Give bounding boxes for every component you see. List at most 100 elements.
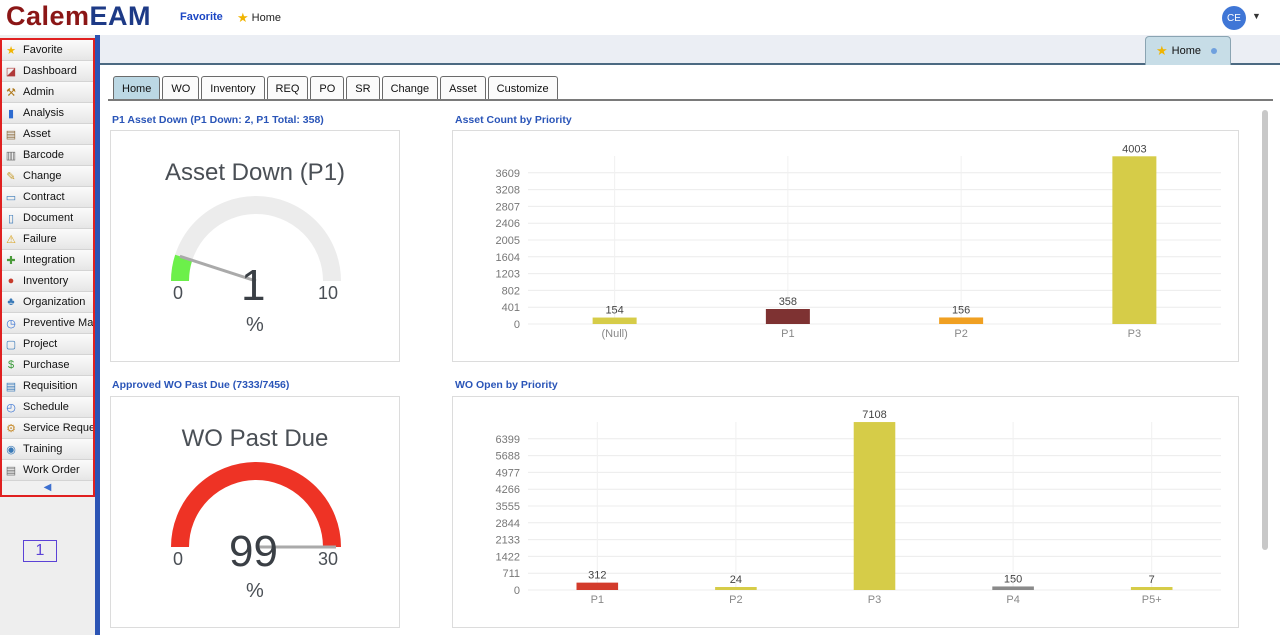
sidebar-item-asset[interactable]: ▤ Asset	[2, 124, 93, 145]
bar-null[interactable]	[592, 317, 637, 324]
wo-past-due-gauge	[171, 462, 341, 549]
data-label: 24	[730, 574, 742, 586]
sidebar-item-label: Preventive Main	[23, 317, 93, 329]
tab-po[interactable]: PO	[310, 76, 345, 100]
avatar[interactable]: CE	[1222, 6, 1246, 30]
sidebar-item-document[interactable]: ▯ Document	[2, 208, 93, 229]
scrollbar[interactable]	[1262, 110, 1268, 550]
gauge-title: Asset Down (P1)	[164, 159, 346, 186]
favorite-link[interactable]: Favorite	[180, 11, 223, 23]
sidebar-item-label: Analysis	[23, 107, 64, 119]
tab-req[interactable]: REQ	[266, 76, 309, 100]
tab-divider	[108, 99, 1273, 101]
warning-icon: ⚠	[6, 233, 16, 246]
tab-sr[interactable]: SR	[346, 76, 380, 100]
data-label: 358	[779, 296, 797, 308]
dashboard-tabs: Home WO Inventory REQ PO SR Change Asset Customi…	[113, 76, 558, 100]
chevron-down-icon[interactable]: ▼	[1252, 11, 1261, 21]
sidebar-item-analysis[interactable]: ▮ Analysis	[2, 103, 93, 124]
y-tick-label: 2005	[496, 235, 520, 247]
sidebar-item-label: Schedule	[23, 401, 69, 413]
sidebar-item-training[interactable]: ◉ Training	[2, 439, 93, 460]
sidebar-item-requisition[interactable]: ▤ Requisition	[2, 376, 93, 397]
collapse-sidebar-icon[interactable]: ◀	[43, 482, 52, 493]
tab-wo[interactable]: WO	[162, 76, 200, 100]
app-logo[interactable]: CalemEAM	[6, 1, 151, 32]
data-label: 7	[1149, 574, 1155, 586]
sidebar-menu: ★ Favorite ◪ Dashboard ⚒ Admin ▮ Analysis ▤ Asset…	[0, 38, 95, 497]
asset-down-gauge	[171, 196, 341, 283]
bar-p2[interactable]	[939, 317, 984, 324]
y-tick-label: 711	[502, 568, 520, 580]
sidebar-item-label: Barcode	[23, 149, 64, 161]
sidebar-item-contract[interactable]: ▭ Contract	[2, 187, 93, 208]
x-tick-label: P5+	[1142, 594, 1162, 606]
sidebar-item-change[interactable]: ✎ Change	[2, 166, 93, 187]
gauge-track	[171, 196, 341, 282]
data-label: 150	[1004, 573, 1022, 585]
bar-p2[interactable]	[715, 587, 757, 590]
sidebar-item-work-order[interactable]: ▤ Work Order	[2, 460, 93, 481]
tab-home-label: Home	[1171, 45, 1201, 57]
sidebar-item-label: Training	[23, 443, 63, 455]
gauge-max: 10	[318, 283, 339, 303]
sidebar-item-dashboard[interactable]: ◪ Dashboard	[2, 61, 93, 82]
gauge-value: 99	[229, 527, 278, 576]
sidebar-item-label: Contract	[23, 191, 65, 203]
sidebar-item-purchase[interactable]: $ Purchase	[2, 355, 93, 376]
organization-icon: ♣	[7, 296, 15, 308]
bar-p1[interactable]	[576, 582, 619, 590]
bar-p3[interactable]	[853, 422, 896, 590]
tab-customize[interactable]: Customize	[487, 76, 558, 100]
sidebar-item-label: Organization	[23, 296, 86, 308]
sidebar-item-admin[interactable]: ⚒ Admin	[2, 82, 93, 103]
tab-change[interactable]: Change	[381, 76, 439, 100]
star-icon: ★	[1156, 43, 1168, 58]
sidebar-divider[interactable]	[95, 35, 100, 635]
sidebar-item-failure[interactable]: ⚠ Failure	[2, 229, 93, 250]
bar-p5[interactable]	[1130, 587, 1173, 590]
sidebar-item-organization[interactable]: ♣ Organization	[2, 292, 93, 313]
tab-home[interactable]: Home	[113, 76, 161, 100]
y-tick-label: 2406	[496, 218, 520, 230]
y-tick-label: 401	[502, 302, 520, 314]
dollar-icon: $	[7, 359, 15, 371]
sidebar-item-preventive-main[interactable]: ◷ Preventive Main	[2, 313, 93, 334]
bar-p1[interactable]	[765, 309, 810, 324]
tab-asset[interactable]: Asset	[440, 76, 486, 100]
barcode-icon: ▥	[5, 149, 17, 162]
sidebar-item-schedule[interactable]: ◴ Schedule	[2, 397, 93, 418]
sidebar-item-label: Requisition	[23, 380, 78, 392]
tab-home[interactable]: ★ Home	[1145, 36, 1231, 65]
puzzle-icon: ✚	[6, 254, 16, 267]
gauge-title: WO Past Due	[181, 425, 329, 452]
sidebar-item-inventory[interactable]: ● Inventory	[2, 271, 93, 292]
bar-p3[interactable]	[1112, 156, 1157, 324]
y-tick-label: 4266	[496, 484, 520, 496]
logo-text-calem: Calem	[6, 1, 90, 31]
inventory-icon: ●	[7, 275, 15, 287]
gauge-max: 30	[318, 549, 339, 569]
sidebar-item-integration[interactable]: ✚ Integration	[2, 250, 93, 271]
bar-p4[interactable]	[992, 586, 1034, 590]
annotation-label: 1	[23, 540, 57, 562]
gauge-unit: %	[246, 314, 264, 336]
sidebar-item-label: Work Order	[23, 464, 80, 476]
sidebar-item-service-request[interactable]: ⚙ Service Request	[2, 418, 93, 439]
sidebar-item-barcode[interactable]: ▥ Barcode	[2, 145, 93, 166]
home-link[interactable]: ★ Home	[237, 10, 281, 26]
sidebar-item-label: Change	[23, 170, 62, 182]
data-label: 154	[605, 305, 623, 317]
tab-status-icon	[1211, 48, 1217, 54]
sidebar-item-label: Inventory	[23, 275, 69, 287]
y-tick-label: 3208	[496, 185, 520, 197]
sidebar-item-favorite[interactable]: ★ Favorite	[2, 40, 93, 61]
y-tick-label: 3609	[496, 168, 520, 180]
sidebar-item-project[interactable]: ▢ Project	[2, 334, 93, 355]
tab-inventory[interactable]: Inventory	[201, 76, 265, 100]
sidebar-item-label: Document	[23, 212, 74, 224]
y-tick-label: 802	[502, 285, 520, 297]
asset-count-chart: 0 401 802 1203 1604 2005 2406 2807 3208 3609 154 (N…	[496, 143, 1221, 340]
top-bar: CalemEAM Favorite ★ Home CE ▼	[0, 0, 1280, 35]
